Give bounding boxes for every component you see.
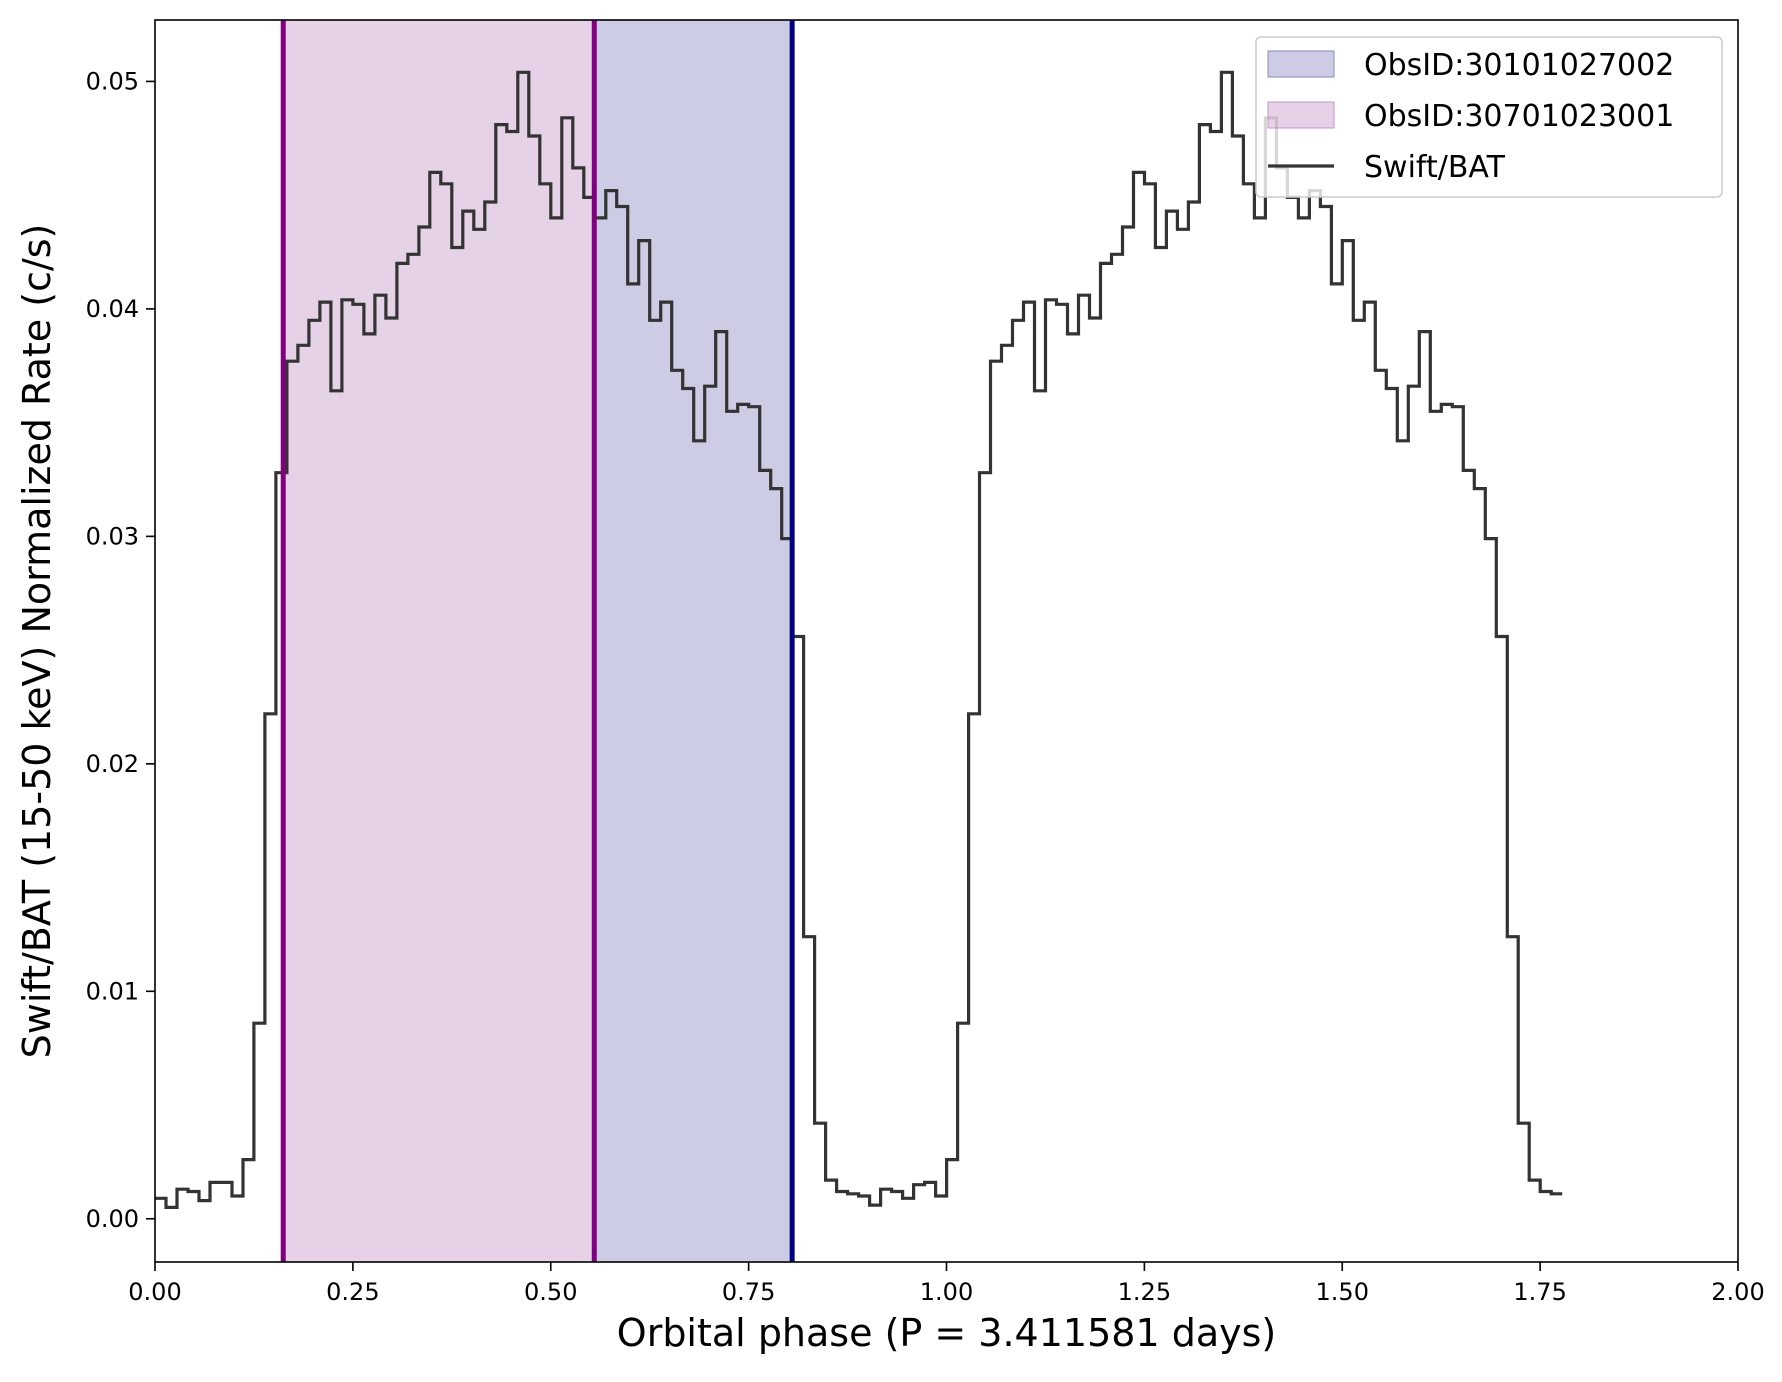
x-tick-label: 1.75: [1513, 1278, 1566, 1306]
legend: ObsID:30101027002 ObsID:30701023001 Swift/…: [1255, 36, 1723, 198]
legend-box: [1255, 36, 1723, 198]
x-tick-label: 0.50: [524, 1278, 577, 1306]
x-tick-label: 2.00: [1711, 1278, 1764, 1306]
x-tick-label: 1.00: [920, 1278, 973, 1306]
y-tick-label: 0.02: [86, 750, 139, 778]
series-layer: [155, 70, 1563, 1209]
y-axis-label: Swift/BAT (15-50 keV) Normalized Rate (c…: [15, 224, 59, 1059]
shaded-region-2: [283, 20, 595, 1262]
legend-label-1: ObsID:30101027002: [1364, 48, 1674, 83]
series-line-1: [155, 70, 1563, 1209]
x-axis-ticks: 0.00 0.25 0.50 0.75 1.00 1.25 1.50 1.75 2.00: [128, 1262, 1765, 1306]
legend-label-2: ObsID:30701023001: [1364, 99, 1674, 134]
y-axis-ticks: 0.00 0.01 0.02 0.03 0.04 0.05: [86, 67, 155, 1233]
x-tick-label: 0.00: [128, 1278, 181, 1306]
y-tick-label: 0.00: [86, 1205, 139, 1233]
legend-swatch-1: [1267, 50, 1335, 78]
x-axis-label: Orbital phase (P = 3.411581 days): [617, 1311, 1276, 1355]
x-tick-label: 1.25: [1118, 1278, 1171, 1306]
y-tick-label: 0.01: [86, 977, 139, 1005]
x-tick-label: 1.50: [1316, 1278, 1369, 1306]
region-boundary-lines: [280, 20, 795, 1262]
y-tick-label: 0.05: [86, 67, 139, 95]
y-tick-label: 0.03: [86, 522, 139, 550]
shaded-regions: [283, 20, 793, 1262]
legend-label-3: Swift/BAT: [1364, 150, 1506, 185]
y-tick-label: 0.04: [86, 295, 139, 323]
x-tick-label: 0.25: [326, 1278, 379, 1306]
legend-swatch-2: [1267, 101, 1335, 129]
x-tick-label: 0.75: [722, 1278, 775, 1306]
